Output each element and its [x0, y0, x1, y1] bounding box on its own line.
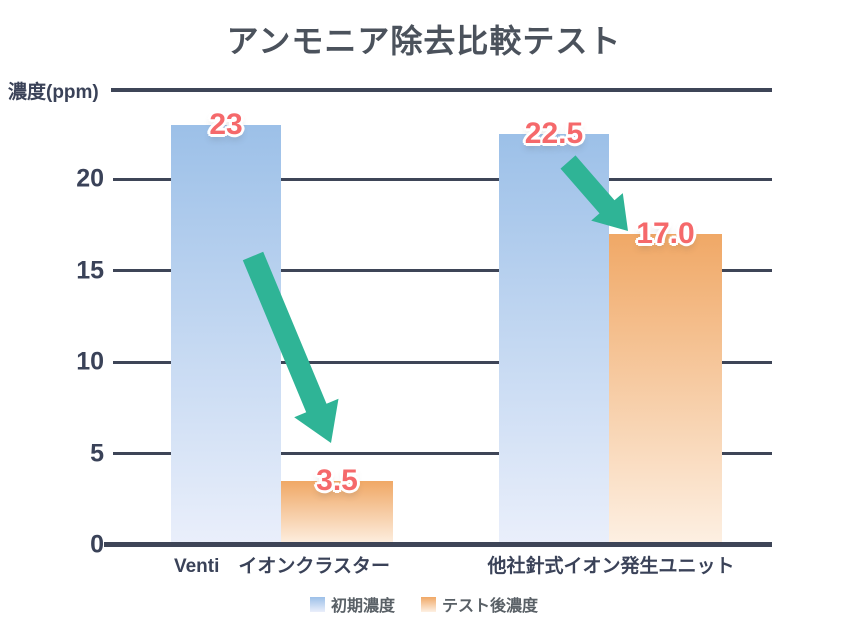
legend-item-initial: 初期濃度 [309, 592, 395, 616]
category-label-competitor: 他社針式イオン発生ユニット [487, 556, 735, 577]
top-border-line [111, 88, 772, 92]
y-tick-label: 5 [90, 439, 104, 468]
category-labels: Venti イオンクラスター 他社針式イオン発生ユニット [111, 551, 772, 579]
gridline [113, 452, 772, 456]
bar-after-competitor [609, 234, 722, 545]
bar-initial-venti [171, 124, 281, 545]
value-label-initial-venti: 23 [209, 107, 243, 141]
legend-label-after: テスト後濃度 [442, 598, 539, 615]
category-label-venti: Venti イオンクラスター [173, 556, 391, 577]
y-axis-title: 濃度(ppm) [8, 82, 99, 103]
value-label-after-venti: 3.5 [316, 464, 358, 497]
bar-after-venti [281, 481, 393, 545]
y-tick-label: 0 [90, 530, 104, 559]
x-axis-line [104, 542, 772, 547]
legend-swatch-initial [309, 596, 325, 612]
chart-title: アンモニア除去比較テスト [226, 23, 622, 59]
bar-initial-competitor [499, 133, 609, 545]
value-label-after-competitor: 17.0 [636, 217, 695, 251]
y-tick-label: 15 [76, 256, 104, 285]
gridline [113, 360, 772, 364]
plot-area: 0 5 10 15 20 23 3.5 22.5 17.0 [76, 88, 772, 557]
y-tick-label: 10 [76, 347, 104, 376]
y-tick-label: 20 [76, 164, 104, 193]
legend: 初期濃度 テスト後濃度 [0, 592, 848, 616]
gridline [113, 269, 772, 273]
gridline [113, 177, 772, 181]
legend-label-initial: 初期濃度 [330, 598, 395, 615]
legend-swatch-after [421, 596, 436, 612]
legend-item-after: テスト後濃度 [421, 592, 538, 616]
value-label-initial-competitor: 22.5 [524, 116, 584, 150]
